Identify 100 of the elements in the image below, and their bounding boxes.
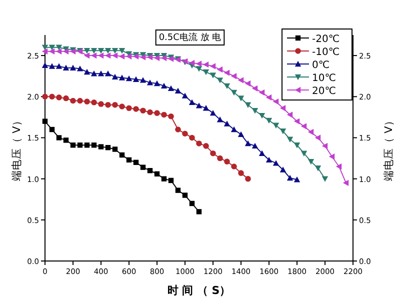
point — [63, 95, 69, 102]
point — [300, 150, 308, 156]
point — [105, 144, 111, 150]
point — [252, 108, 258, 114]
point — [210, 63, 216, 70]
legend-label: 20℃ — [312, 86, 336, 97]
point — [314, 134, 321, 141]
point — [126, 75, 132, 82]
point — [266, 156, 272, 163]
point — [266, 94, 272, 101]
point — [63, 138, 69, 143]
point — [230, 72, 237, 80]
point — [119, 104, 125, 110]
point — [140, 54, 146, 60]
point — [49, 126, 55, 132]
point — [132, 76, 140, 82]
point — [224, 70, 230, 76]
point — [294, 142, 300, 148]
point — [202, 61, 209, 68]
point — [286, 174, 294, 181]
point — [217, 155, 223, 162]
point — [203, 143, 209, 149]
point — [104, 48, 112, 54]
point — [118, 48, 126, 54]
point — [42, 62, 48, 68]
point — [216, 66, 223, 73]
point — [84, 48, 90, 54]
point — [182, 92, 188, 98]
point — [286, 136, 294, 142]
point — [210, 110, 216, 116]
point — [196, 209, 202, 214]
point — [140, 77, 146, 83]
point — [202, 69, 210, 76]
point — [98, 101, 104, 107]
point — [77, 98, 83, 104]
point — [280, 105, 286, 112]
point — [328, 154, 335, 160]
point — [154, 171, 160, 176]
point — [244, 140, 252, 146]
chart-title: 0.5C电流 放 电 — [158, 32, 222, 43]
point — [314, 166, 322, 172]
point — [168, 85, 174, 92]
point — [189, 134, 195, 141]
point — [161, 112, 167, 118]
point — [42, 94, 48, 100]
point — [104, 70, 112, 76]
point — [245, 176, 251, 182]
point — [56, 44, 62, 50]
point — [105, 102, 111, 108]
point — [175, 126, 181, 132]
point — [196, 102, 202, 108]
point — [119, 152, 125, 158]
point — [258, 112, 266, 119]
point — [280, 128, 286, 134]
point — [90, 70, 98, 76]
point — [294, 176, 300, 182]
point — [62, 64, 70, 70]
point — [196, 66, 202, 72]
point — [174, 88, 182, 94]
point — [98, 52, 104, 59]
point — [216, 116, 224, 122]
point — [216, 78, 224, 84]
point — [322, 142, 328, 150]
point — [104, 52, 111, 59]
point — [336, 163, 342, 170]
point — [76, 66, 84, 72]
point — [140, 164, 146, 170]
point — [84, 52, 90, 59]
point — [182, 130, 188, 137]
point — [258, 89, 265, 96]
legend-label: 10℃ — [312, 73, 336, 84]
point — [188, 99, 196, 105]
point — [70, 64, 76, 70]
point — [48, 48, 55, 55]
point — [77, 142, 83, 148]
point — [118, 53, 125, 60]
point — [286, 112, 293, 118]
point — [56, 63, 62, 69]
point — [196, 60, 202, 67]
point — [238, 77, 244, 84]
point — [300, 123, 307, 130]
point — [48, 44, 56, 50]
point — [62, 48, 69, 55]
point — [70, 142, 76, 148]
y-axis-title: 端电压（ V） — [10, 115, 23, 181]
point — [42, 118, 48, 124]
point — [322, 176, 328, 182]
point — [224, 158, 230, 164]
point — [133, 160, 139, 165]
point — [252, 142, 258, 149]
point — [49, 94, 55, 100]
point — [196, 140, 202, 146]
point — [84, 68, 90, 75]
point — [182, 192, 188, 198]
point — [112, 48, 118, 54]
point — [147, 168, 153, 174]
x-axis-title: 时 间 （ S） — [167, 284, 231, 297]
point — [210, 150, 216, 156]
point — [280, 166, 286, 172]
point — [160, 82, 168, 89]
